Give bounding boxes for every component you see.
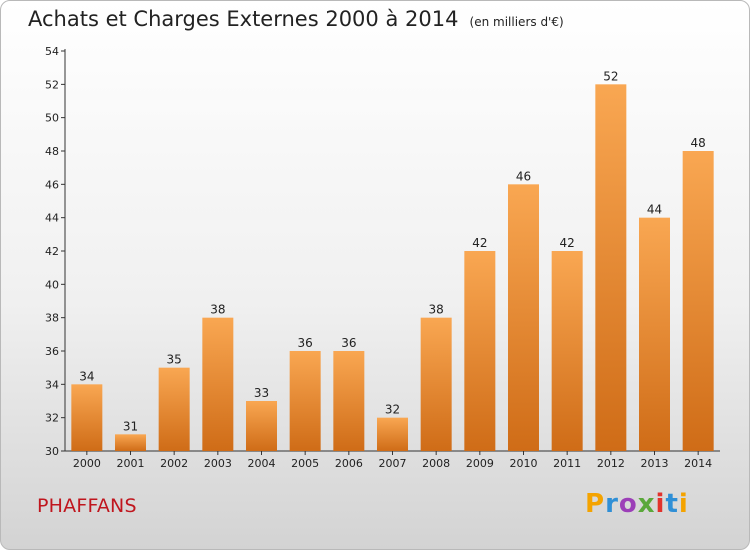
title-unit: (en milliers d'€)	[469, 15, 564, 29]
data-label: 33	[254, 386, 269, 400]
bar	[639, 217, 670, 451]
y-tick-label: 46	[45, 178, 59, 191]
data-label: 52	[603, 69, 618, 83]
x-tick-label: 2013	[641, 457, 669, 470]
axes: 30 32 34 36 38 40 42 44 46 48 50 52 54 2000 2001 2002 20…	[45, 45, 720, 470]
data-label: 46	[516, 169, 531, 183]
data-label: 42	[472, 236, 487, 250]
data-label: 38	[429, 303, 444, 317]
x-tick-label: 2014	[684, 457, 712, 470]
x-tick-label: 2005	[291, 457, 319, 470]
x-tick-label: 2004	[248, 457, 276, 470]
data-label: 34	[79, 369, 94, 383]
x-tick-label: 2003	[204, 457, 232, 470]
logo-letter: x	[637, 489, 656, 519]
title-main: Achats et Charges Externes 2000 à 2014	[28, 7, 459, 31]
y-tick-label: 38	[45, 312, 59, 325]
x-tick-label: 2006	[335, 457, 363, 470]
x-tick-label: 2012	[597, 457, 625, 470]
logo-letter: P	[585, 489, 606, 519]
commune-name: PHAFFANS	[37, 495, 137, 517]
x-tick-label: 2010	[510, 457, 538, 470]
logo-letter: t	[665, 489, 679, 519]
bars	[71, 84, 714, 452]
y-tick-label: 34	[45, 378, 59, 391]
data-label: 44	[647, 203, 662, 217]
y-tick-label: 40	[45, 278, 59, 291]
y-tick-label: 44	[45, 212, 59, 225]
bar	[377, 417, 408, 451]
y-tick-label: 48	[45, 145, 59, 158]
x-tick-label: 2011	[553, 457, 581, 470]
y-tick-label: 30	[45, 445, 59, 458]
y-tick-label: 50	[45, 112, 59, 125]
data-label: 35	[167, 353, 182, 367]
data-label: 38	[210, 303, 225, 317]
bar	[246, 401, 277, 451]
data-label: 42	[560, 236, 575, 250]
proxiti-logo: Proxiti	[585, 489, 689, 519]
bar	[464, 251, 496, 451]
bar	[202, 317, 234, 451]
data-label: 32	[385, 403, 400, 417]
bar	[420, 317, 452, 451]
data-label: 31	[123, 419, 138, 433]
y-tick-label: 32	[45, 412, 59, 425]
y-tick-label: 36	[45, 345, 59, 358]
data-label: 36	[341, 336, 356, 350]
data-label: 48	[691, 136, 706, 150]
logo-letter: o	[618, 489, 638, 519]
x-tick-label: 2001	[117, 457, 145, 470]
bar	[551, 251, 583, 451]
x-tick-label: 2000	[73, 457, 101, 470]
bar	[508, 184, 539, 452]
x-tick-label: 2009	[466, 457, 494, 470]
y-tick-label: 42	[45, 245, 59, 258]
data-label: 36	[298, 336, 313, 350]
x-tick-label: 2002	[160, 457, 188, 470]
bar	[71, 384, 103, 451]
logo-letter: i	[655, 489, 666, 519]
logo-letter: i	[678, 489, 689, 519]
x-tick-label: 2008	[422, 457, 450, 470]
bar	[333, 351, 365, 451]
logo-letter: r	[605, 489, 619, 519]
y-tick-label: 52	[45, 78, 59, 91]
data-labels: 34 31 35 38 33 36 36 32 38 42 46 42 52 44 48	[79, 69, 706, 433]
chart-title: Achats et Charges Externes 2000 à 2014 (…	[28, 7, 564, 31]
y-tick-label: 54	[45, 45, 59, 58]
x-tick-label: 2007	[379, 457, 407, 470]
bar	[289, 351, 321, 451]
bar	[595, 84, 627, 451]
bar	[158, 367, 190, 451]
bar	[115, 434, 146, 451]
bar	[682, 151, 714, 451]
